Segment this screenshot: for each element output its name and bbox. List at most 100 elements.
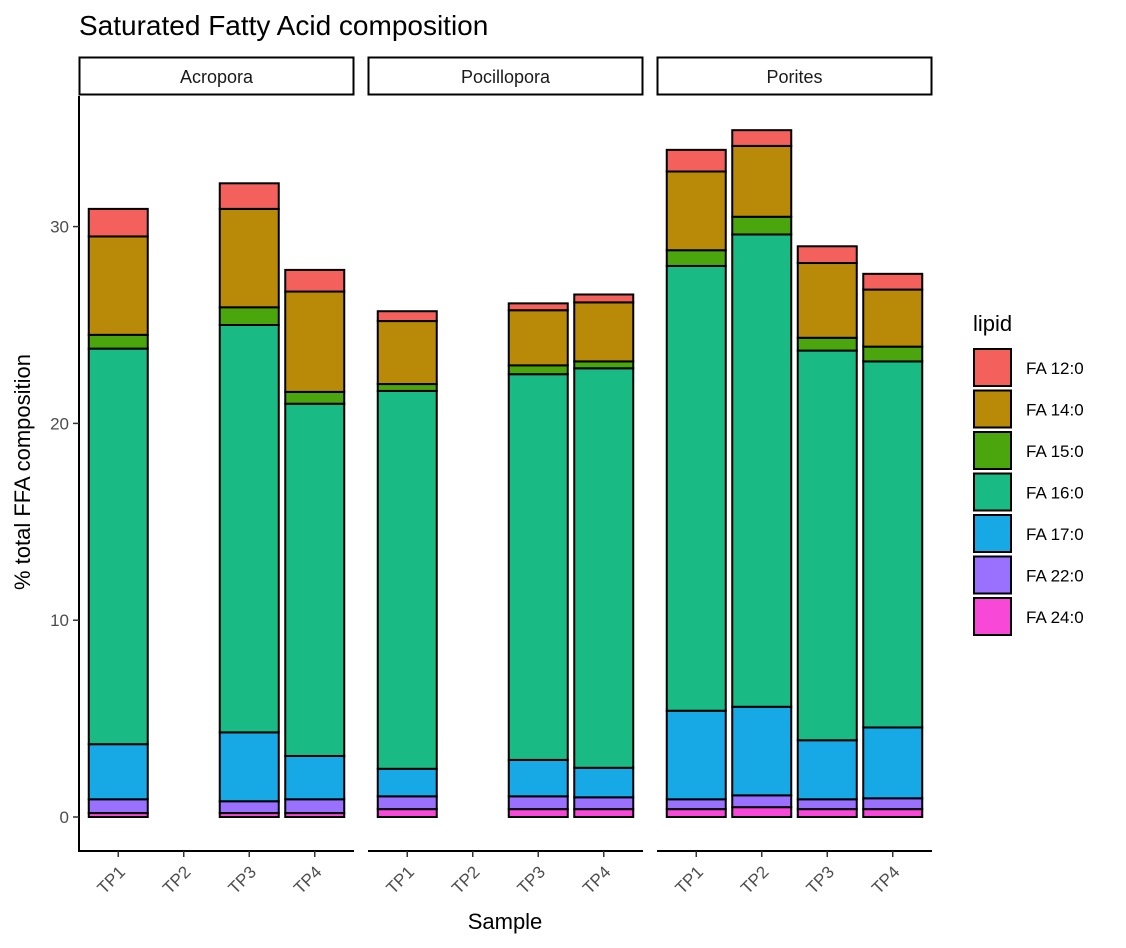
y-tick-label: 20	[50, 414, 69, 433]
bar-acropora-tp3-fa-17-0	[218, 731, 280, 803]
bar-pocillopora-tp4-fa-22-0	[573, 796, 635, 811]
legend-items: FA 12:0 FA 14:0 FA 15:0 FA 16:0 FA 17:0 FA 22…	[973, 348, 1084, 636]
bar-pocillopora-tp1-fa-12-0	[376, 310, 438, 323]
bar-porites-tp1-fa-17-0	[665, 709, 727, 801]
legend-key-fa-17-0	[973, 514, 1012, 553]
y-axis-title: % total FFA composition	[10, 354, 35, 590]
bar-porites-tp4-fa-16-0	[862, 360, 924, 729]
bar-pocillopora-tp4-fa-14-0	[573, 301, 635, 363]
y-tick-label: 30	[50, 218, 69, 237]
bar-acropora-tp1-fa-22-0	[87, 798, 149, 815]
bar-pocillopora-tp3-fa-12-0	[507, 302, 569, 312]
bar-pocillopora-tp3-fa-24-0	[507, 808, 569, 818]
bar-acropora-tp1-fa-14-0	[87, 235, 149, 336]
panel-porites: Porites TP1 TP2 TP3 TP4	[656, 56, 933, 898]
bar-pocillopora-tp4-fa-15-0	[573, 360, 635, 370]
bar-porites-tp3-fa-24-0	[796, 808, 858, 818]
legend-label-fa-24-0: FA 24:0	[1026, 608, 1084, 627]
bar-porites-tp4-fa-12-0	[862, 272, 924, 291]
x-tick-label: TP2	[737, 862, 772, 897]
legend-label-fa-12-0: FA 12:0	[1026, 359, 1084, 378]
x-tick-label: TP4	[579, 862, 614, 897]
bar-pocillopora-tp3-fa-17-0	[507, 758, 569, 798]
legend-label-fa-17-0: FA 17:0	[1026, 525, 1084, 544]
bar-pocillopora-tp4-fa-16-0	[573, 367, 635, 769]
bar-acropora-tp1-fa-12-0	[87, 207, 149, 238]
legend-key-fa-16-0	[973, 472, 1012, 512]
strip-label-acropora: Acropora	[180, 67, 254, 87]
bar-pocillopora-tp1-fa-24-0	[376, 808, 438, 818]
bar-acropora-tp4-fa-22-0	[284, 798, 346, 815]
bar-pocillopora-tp3-fa-16-0	[507, 373, 569, 761]
bar-porites-tp1-fa-24-0	[665, 808, 727, 818]
bar-acropora-tp4-fa-17-0	[284, 754, 346, 801]
x-tick-label: TP3	[225, 862, 260, 897]
bar-porites-tp2-fa-22-0	[731, 794, 793, 809]
panel-acropora: Acropora 0 10 20 30 TP1 TP2 TP3 TP4	[50, 56, 355, 898]
bar-acropora-tp3-fa-22-0	[218, 800, 280, 815]
bar-acropora-tp1-fa-15-0	[87, 333, 149, 350]
facet-panels: Acropora 0 10 20 30 TP1 TP2 TP3 TP4 Pocillopora TP…	[50, 56, 933, 898]
x-tick-label: TP3	[803, 862, 838, 897]
x-tick-label: TP4	[290, 862, 325, 897]
legend-title: lipid	[973, 311, 1012, 336]
bar-acropora-tp4-fa-12-0	[284, 268, 346, 293]
y-tick-label: 10	[50, 611, 69, 630]
bar-acropora-tp3-fa-15-0	[218, 306, 280, 326]
bar-porites-tp2-fa-16-0	[731, 233, 793, 708]
bar-porites-tp4-fa-17-0	[862, 726, 924, 800]
bar-acropora-tp3-fa-16-0	[218, 324, 280, 734]
legend-label-fa-16-0: FA 16:0	[1026, 484, 1084, 503]
legend-label-fa-14-0: FA 14:0	[1026, 401, 1084, 420]
bar-porites-tp1-fa-15-0	[665, 249, 727, 267]
bar-porites-tp2-fa-24-0	[731, 806, 793, 818]
legend-key-fa-15-0	[973, 431, 1012, 470]
bar-porites-tp3-fa-14-0	[796, 262, 858, 339]
strip-label-pocillopora: Pocillopora	[461, 67, 551, 87]
bar-porites-tp4-fa-24-0	[862, 808, 924, 818]
strip-box-pocillopora	[367, 56, 644, 96]
bar-porites-tp3-fa-12-0	[796, 245, 858, 265]
bar-porites-tp1-fa-16-0	[665, 264, 727, 712]
y-tick-label: 0	[60, 808, 69, 827]
bar-pocillopora-tp1-fa-17-0	[376, 767, 438, 798]
strip-label-porites: Porites	[766, 67, 822, 87]
legend-label-fa-15-0: FA 15:0	[1026, 442, 1084, 461]
bar-porites-tp2-fa-17-0	[731, 705, 793, 797]
bar-pocillopora-tp1-fa-16-0	[376, 389, 438, 770]
bar-pocillopora-tp4-fa-24-0	[573, 808, 635, 818]
x-tick-label: TP1	[383, 862, 418, 897]
bar-porites-tp3-fa-16-0	[796, 349, 858, 742]
legend-label-fa-22-0: FA 22:0	[1026, 567, 1084, 586]
panel-pocillopora: Pocillopora TP1 TP2 TP3 TP4	[367, 56, 644, 898]
bar-porites-tp3-fa-15-0	[796, 336, 858, 352]
legend-key-fa-14-0	[973, 389, 1012, 429]
bar-acropora-tp4-fa-14-0	[284, 290, 346, 393]
bar-acropora-tp3-fa-14-0	[218, 207, 280, 309]
x-axis-title: Sample	[468, 909, 543, 934]
bar-acropora-tp3-fa-12-0	[218, 182, 280, 210]
bar-porites-tp2-fa-15-0	[731, 215, 793, 236]
bar-acropora-tp1-fa-17-0	[87, 743, 149, 801]
bar-pocillopora-tp1-fa-15-0	[376, 383, 438, 392]
x-tick-label: TP2	[448, 862, 483, 897]
x-tick-label: TP4	[868, 862, 903, 897]
x-tick-label: TP1	[94, 862, 129, 897]
bar-porites-tp2-fa-14-0	[731, 144, 793, 218]
bar-pocillopora-tp3-fa-14-0	[507, 309, 569, 367]
bar-pocillopora-tp1-fa-14-0	[376, 320, 438, 386]
strip-box-porites	[656, 56, 933, 96]
bar-acropora-tp1-fa-16-0	[87, 347, 149, 746]
bar-acropora-tp4-fa-16-0	[284, 402, 346, 757]
x-tick-label: TP3	[514, 862, 549, 897]
strip-box-acropora	[78, 56, 355, 96]
bar-porites-tp4-fa-14-0	[862, 288, 924, 348]
bar-porites-tp1-fa-14-0	[665, 170, 727, 252]
legend-key-fa-24-0	[973, 597, 1012, 636]
bar-pocillopora-tp4-fa-17-0	[573, 766, 635, 799]
bar-acropora-tp4-fa-15-0	[284, 390, 346, 405]
bar-porites-tp1-fa-12-0	[665, 148, 727, 173]
bar-porites-tp4-fa-15-0	[862, 345, 924, 363]
bar-porites-tp4-fa-22-0	[862, 797, 924, 811]
